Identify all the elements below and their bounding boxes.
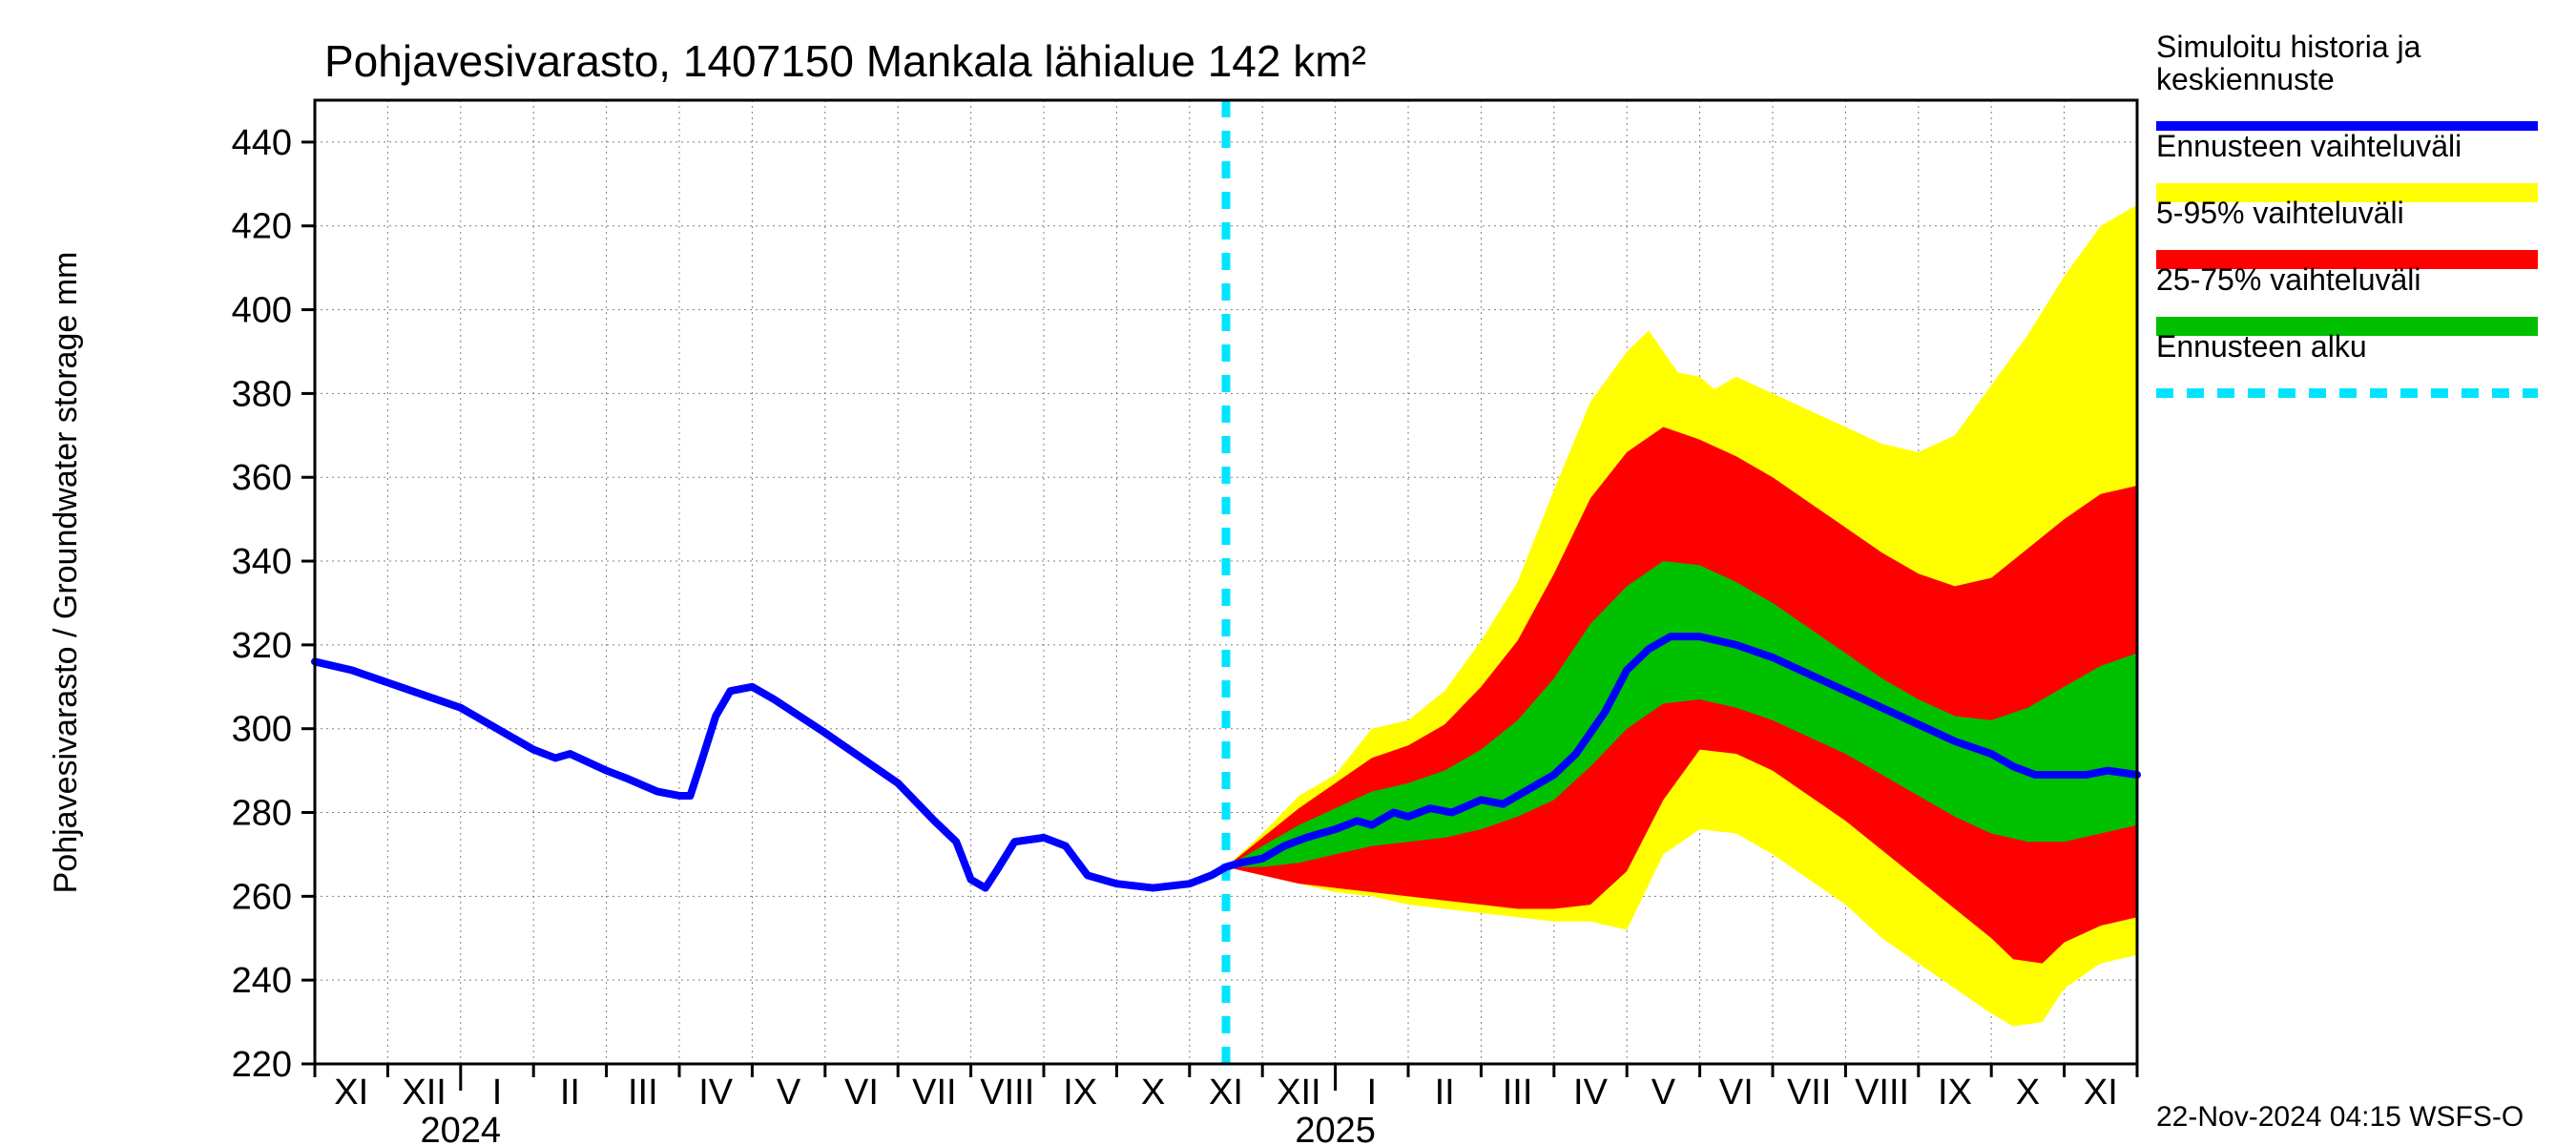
xtick-label: IV	[1573, 1072, 1609, 1113]
xtick-label: I	[1367, 1072, 1378, 1113]
legend-label: 25-75% vaihteluväli	[2156, 262, 2421, 297]
legend-label: Ennusteen vaihteluväli	[2156, 129, 2462, 163]
xtick-label: III	[1503, 1072, 1533, 1113]
xtick-label: X	[2016, 1072, 2040, 1113]
legend-label: Simuloitu historia ja	[2156, 30, 2421, 64]
y-axis-label: Pohjavesivarasto / Groundwater storage m…	[48, 252, 84, 894]
xtick-label: X	[1141, 1072, 1165, 1113]
xtick-label: VII	[912, 1072, 956, 1113]
xyear-label: 2024	[421, 1111, 502, 1145]
legend-label: Ennusteen alku	[2156, 329, 2367, 364]
ytick-label: 320	[232, 626, 292, 666]
xtick-label: VI	[1719, 1072, 1754, 1113]
plot-area: 220240260280300320340360380400420440XIXI…	[232, 100, 2137, 1145]
ytick-label: 300	[232, 710, 292, 750]
xtick-label: II	[1435, 1072, 1455, 1113]
ytick-label: 220	[232, 1045, 292, 1085]
legend: Simuloitu historia jakeskiennuste Ennuste…	[2156, 30, 2538, 393]
ytick-label: 420	[232, 207, 292, 247]
xtick-label: XII	[1277, 1072, 1320, 1113]
xtick-label: VIII	[1855, 1072, 1909, 1113]
ytick-label: 280	[232, 794, 292, 834]
xtick-label: XI	[2084, 1072, 2118, 1113]
xtick-label: II	[560, 1072, 580, 1113]
ytick-label: 380	[232, 374, 292, 414]
xtick-label: V	[777, 1072, 801, 1113]
xtick-label: IX	[1063, 1072, 1097, 1113]
groundwater-chart: Pohjavesivarasto / Groundwater storage m…	[0, 0, 2576, 1145]
xtick-label: IX	[1938, 1072, 1972, 1113]
chart-title: Pohjavesivarasto, 1407150 Mankala lähial…	[324, 36, 1366, 86]
ytick-label: 340	[232, 542, 292, 582]
xtick-label: VIII	[980, 1072, 1034, 1113]
xtick-label: IV	[698, 1072, 734, 1113]
xtick-label: VII	[1787, 1072, 1831, 1113]
legend-label: 5-95% vaihteluväli	[2156, 196, 2404, 230]
ytick-label: 240	[232, 961, 292, 1001]
xtick-label: VI	[844, 1072, 879, 1113]
ytick-label: 400	[232, 291, 292, 331]
ytick-label: 360	[232, 458, 292, 498]
xtick-label: I	[492, 1072, 503, 1113]
chart-footer: 22-Nov-2024 04:15 WSFS-O	[2156, 1101, 2524, 1133]
ytick-label: 260	[232, 877, 292, 917]
xtick-label: V	[1652, 1072, 1676, 1113]
legend-label: keskiennuste	[2156, 62, 2335, 96]
xtick-label: XI	[1209, 1072, 1243, 1113]
xtick-label: XII	[402, 1072, 446, 1113]
xtick-label: III	[628, 1072, 658, 1113]
xtick-label: XI	[334, 1072, 368, 1113]
ytick-label: 440	[232, 123, 292, 163]
xyear-label: 2025	[1295, 1111, 1376, 1145]
